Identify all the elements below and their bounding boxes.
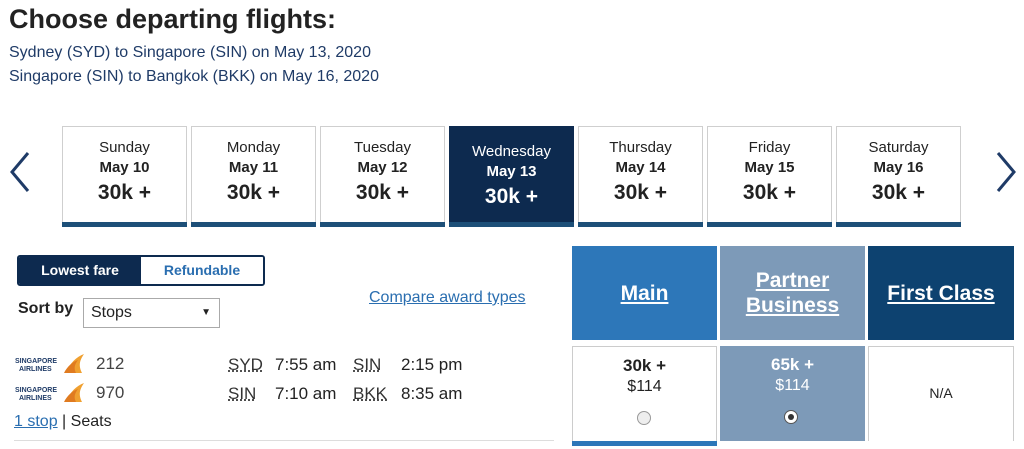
flight-segment-1: SINGAPORE AIRLINES 212 SYD 7:55 am SIN 2… [14, 351, 554, 379]
fare-miles: 30k + [622, 356, 666, 375]
day-price: 30k + [613, 181, 668, 204]
arrival-time: 2:15 pm [401, 355, 463, 374]
route-line-1: Sydney (SYD) to Singapore (SIN) on May 1… [9, 44, 371, 61]
day-name: Friday [748, 139, 791, 156]
day-tab-monday[interactable]: Monday May 11 30k + [191, 126, 316, 227]
arrival-time: 8:35 am [401, 384, 463, 403]
route-line-2: Singapore (SIN) to Bangkok (BKK) on May … [9, 68, 379, 85]
fare-not-available: N/A [929, 385, 953, 401]
day-name: Thursday [609, 139, 672, 156]
day-name: Tuesday [354, 139, 411, 156]
separator: | [62, 413, 67, 430]
stops-info: 1 stop | Seats [14, 413, 112, 431]
fare-cash: $114 [627, 378, 662, 395]
day-price: 30k + [355, 181, 410, 204]
sort-select[interactable]: Stops ▼ [83, 298, 220, 328]
seats-link[interactable]: Seats [70, 413, 112, 430]
day-tab-wednesday[interactable]: Wednesday May 13 30k + [449, 126, 574, 227]
day-date: May 14 [615, 159, 666, 176]
day-date: May 12 [357, 159, 408, 176]
day-price: 30k + [871, 181, 926, 204]
refundable-toggle[interactable]: Refundable [141, 257, 263, 284]
date-selector: Sunday May 10 30k + Monday May 11 30k + … [62, 126, 966, 228]
day-tab-saturday[interactable]: Saturday May 16 30k + [836, 126, 961, 227]
fare-radio-partner-business[interactable] [784, 410, 798, 424]
day-name: Wednesday [472, 143, 551, 160]
singapore-airlines-logo: SINGAPORE AIRLINES [15, 354, 84, 373]
compare-award-types-link[interactable]: Compare award types [369, 289, 526, 306]
sort-value: Stops [91, 304, 132, 321]
destination-airport[interactable]: BKK [353, 384, 388, 403]
svg-text:SINGAPORE: SINGAPORE [15, 387, 57, 394]
flight-number: 970 [96, 383, 125, 402]
day-tab-tuesday[interactable]: Tuesday May 12 30k + [320, 126, 445, 227]
day-price: 30k + [97, 181, 152, 204]
day-tab-sunday[interactable]: Sunday May 10 30k + [62, 126, 187, 227]
next-dates-chevron-icon[interactable] [994, 150, 1018, 194]
destination-airport[interactable]: SIN [353, 355, 382, 374]
day-price: 30k + [484, 185, 539, 208]
svg-text:SINGAPORE: SINGAPORE [15, 358, 57, 365]
departure-time: 7:10 am [275, 384, 337, 403]
day-price: 30k + [226, 181, 281, 204]
day-price: 30k + [742, 181, 797, 204]
day-name: Monday [226, 139, 281, 156]
day-date: May 15 [744, 159, 795, 176]
flight-number: 212 [96, 354, 125, 373]
page-title: Choose departing flights: [9, 4, 336, 34]
day-tab-thursday[interactable]: Thursday May 14 30k + [578, 126, 703, 227]
fare-cell-first-class: N/A [868, 346, 1014, 441]
caret-down-icon: ▼ [201, 307, 211, 318]
column-header-first-class[interactable]: First Class [868, 246, 1014, 340]
fare-type-toggle: Lowest fare Refundable [17, 255, 265, 286]
flight-segment-2: SINGAPORE AIRLINES 970 SIN 7:10 am BKK 8… [14, 380, 554, 408]
day-name: Sunday [99, 139, 150, 156]
departure-time: 7:55 am [275, 355, 337, 374]
origin-airport[interactable]: SIN [228, 384, 257, 403]
day-name: Saturday [868, 139, 929, 156]
row-divider [14, 440, 554, 441]
previous-dates-chevron-icon[interactable] [8, 150, 32, 194]
fare-cell-partner-business[interactable]: 65k + $114 [720, 346, 865, 441]
column-header-main[interactable]: Main [572, 246, 717, 340]
stops-link[interactable]: 1 stop [14, 413, 58, 430]
day-date: May 13 [486, 163, 537, 180]
lowest-fare-toggle[interactable]: Lowest fare [19, 257, 141, 284]
svg-text:AIRLINES: AIRLINES [19, 395, 52, 402]
day-tab-friday[interactable]: Friday May 15 30k + [707, 126, 832, 227]
day-date: May 11 [228, 159, 279, 176]
fare-radio-main[interactable] [637, 411, 651, 425]
fare-cash: $114 [775, 377, 810, 394]
day-date: May 10 [99, 159, 150, 176]
svg-text:AIRLINES: AIRLINES [19, 366, 52, 373]
fare-miles: 65k + [770, 355, 814, 374]
sort-label: Sort by [18, 300, 74, 317]
column-header-partner-business[interactable]: Partner Business [720, 246, 865, 340]
singapore-airlines-logo: SINGAPORE AIRLINES [15, 383, 84, 402]
fare-cell-main[interactable]: 30k + $114 [572, 346, 717, 446]
origin-airport[interactable]: SYD [228, 355, 263, 374]
day-date: May 16 [873, 159, 924, 176]
